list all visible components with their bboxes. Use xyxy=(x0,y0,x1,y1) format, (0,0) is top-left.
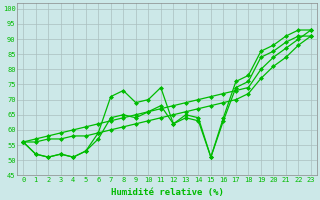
X-axis label: Humidité relative (%): Humidité relative (%) xyxy=(111,188,223,197)
